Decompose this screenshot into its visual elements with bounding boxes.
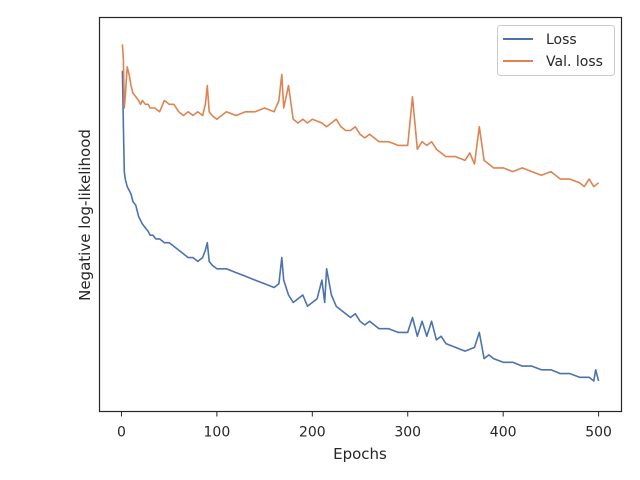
x-axis-label: Epochs: [333, 445, 387, 463]
y-axis-label: Negative log-likelihood: [76, 129, 94, 301]
series-layer: [121, 44, 600, 382]
x-tick-label: 200: [299, 425, 326, 441]
x-tick-label: 300: [394, 425, 421, 441]
x-tick-label: 100: [204, 425, 231, 441]
series-line-loss: [121, 70, 600, 382]
legend: Loss Val. loss: [497, 25, 615, 76]
x-tick-label: 500: [585, 425, 612, 441]
plot-area: [98, 16, 623, 413]
x-tick-label: 0: [117, 425, 126, 441]
x-axis-ticks: 0 100 200 300 400 500: [117, 411, 612, 441]
legend-label-loss: Loss: [546, 32, 577, 48]
x-tick-label: 400: [490, 425, 517, 441]
series-line-val-loss: [121, 44, 600, 188]
legend-label-val-loss: Val. loss: [546, 54, 603, 70]
